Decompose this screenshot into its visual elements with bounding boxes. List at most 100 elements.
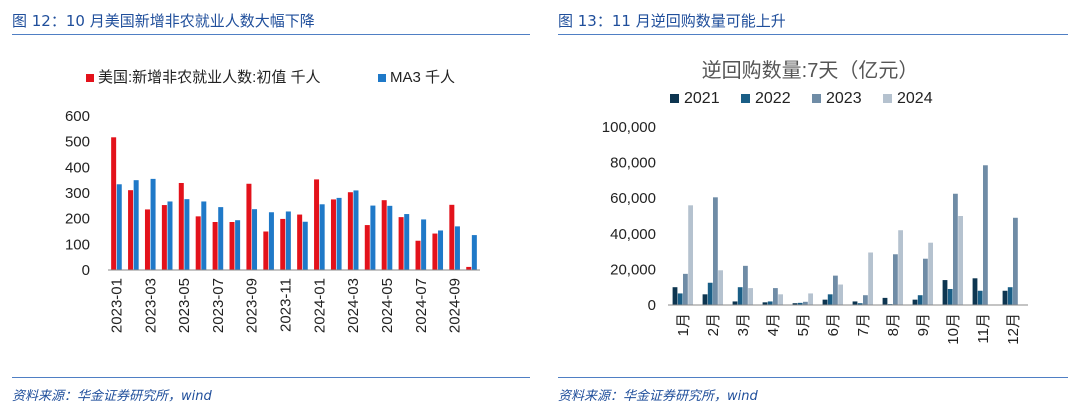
- chart1-bar: [161, 205, 167, 270]
- chart2-bar: [822, 299, 828, 305]
- chart1-bar: [387, 205, 393, 270]
- chart2-bar: [737, 287, 743, 305]
- chart1-bar: [150, 178, 156, 270]
- chart1-bar: [370, 205, 376, 270]
- chart2-bar: [1013, 217, 1018, 305]
- chart1-bar: [432, 233, 438, 270]
- chart2-xtick-label: 2月: [705, 313, 722, 336]
- chart2-xtick-label: 7月: [855, 313, 872, 336]
- chart2-bar: [953, 193, 958, 305]
- chart2-ytick-label: 40,000: [610, 226, 656, 243]
- chart1-bar: [415, 240, 421, 270]
- chart2-bar: [868, 252, 873, 305]
- chart2-bar: [972, 278, 978, 305]
- chart2-legend-label-3: 2024: [897, 90, 933, 107]
- chart2-bar: [797, 302, 803, 305]
- chart2-xtick-label: 10月: [945, 313, 962, 345]
- chart2-bar: [713, 197, 718, 305]
- chart2-bar: [743, 265, 748, 305]
- chart2-heading-rule: [558, 34, 1068, 35]
- chart1-bar: [128, 190, 134, 270]
- chart2-bar: [898, 230, 903, 305]
- chart2-title: 逆回购数量:7天（亿元）: [702, 59, 919, 82]
- chart1-bar: [421, 219, 427, 270]
- chart1-bar: [449, 204, 455, 270]
- chart1-xtick-label: 2023-11: [278, 278, 295, 332]
- chart2-legend-swatch-3: [883, 94, 892, 103]
- chart2-bar: [718, 270, 723, 305]
- chart2-bar: [707, 282, 713, 305]
- chart2-bar: [683, 273, 688, 305]
- chart2-legend-swatch-0: [670, 94, 679, 103]
- chart1-ytick-label: 400: [65, 159, 90, 176]
- chart2-bar: [923, 258, 928, 305]
- chart1-bar: [144, 209, 150, 270]
- chart2-bar: [808, 293, 813, 305]
- chart2-bar: [827, 294, 833, 305]
- chart1-bar: [201, 201, 207, 270]
- chart2-legend-swatch-2: [812, 94, 821, 103]
- chart1-xtick-label: 2023-07: [210, 278, 227, 333]
- chart2-bar: [983, 165, 988, 305]
- chart1-ytick-label: 500: [65, 134, 90, 151]
- chart2-xtick-label: 12月: [1005, 313, 1022, 345]
- chart2-bar: [688, 205, 693, 305]
- chart2-bar: [702, 294, 708, 305]
- chart1-bar: [263, 231, 269, 270]
- chart2-bar: [1002, 290, 1008, 305]
- chart2-bar: [857, 303, 863, 305]
- chart2-legend-label-2: 2023: [826, 90, 862, 107]
- chart2-xtick-label: 3月: [735, 313, 752, 336]
- chart1-bar: [398, 217, 404, 270]
- chart1-xtick-label: 2023-05: [176, 278, 193, 333]
- chart1-footer-rule: [12, 377, 530, 378]
- chart1-bar: [212, 222, 218, 270]
- chart1-legend-label-0: 美国:新增非农就业人数:初值 千人: [98, 69, 321, 86]
- chart2-ytick-label: 20,000: [610, 261, 656, 278]
- chart2-legend-label-1: 2022: [755, 90, 791, 107]
- chart1-bar: [285, 211, 291, 270]
- chart2-bar: [767, 301, 773, 305]
- chart1-bar: [116, 184, 122, 270]
- chart1-bar: [314, 179, 320, 270]
- chart1-source: 资料来源：华金证券研究所，wind: [12, 389, 212, 404]
- chart1-ytick-label: 300: [65, 185, 90, 202]
- chart2-bar: [863, 295, 868, 305]
- chart1-xtick-label: 2023-03: [142, 278, 159, 333]
- chart1-bar: [111, 137, 117, 270]
- chart1-xtick-label: 2023-09: [244, 278, 261, 333]
- chart2-bar: [672, 287, 678, 305]
- chart2-bar: [732, 301, 738, 305]
- chart1-ytick-label: 600: [65, 108, 90, 125]
- chart2-bar: [893, 254, 898, 305]
- chart2-bar: [977, 290, 983, 305]
- chart2-bar: [792, 303, 798, 305]
- chart2-bar: [773, 288, 778, 305]
- chart2-xtick-label: 5月: [795, 313, 812, 336]
- chart2-ytick-label: 0: [648, 297, 656, 314]
- chart1-bar: [336, 197, 342, 270]
- chart1-ytick-label: 200: [65, 211, 90, 228]
- chart1-bar: [178, 182, 184, 270]
- chart2-bar: [882, 297, 888, 305]
- chart1-bar: [381, 200, 387, 270]
- chart2-ytick-label: 80,000: [610, 155, 656, 172]
- chart1-xtick-label: 2024-09: [447, 278, 464, 333]
- chart2-bar: [838, 284, 843, 305]
- chart2-legend-swatch-1: [741, 94, 750, 103]
- chart1-bar: [184, 199, 190, 270]
- chart2-bar: [917, 295, 923, 305]
- chart1-bar: [167, 201, 173, 270]
- chart1-xtick-label: 2023-01: [108, 278, 125, 333]
- chart1-bar: [302, 221, 308, 270]
- chart1-bar: [280, 218, 286, 270]
- chart1-ytick-label: 100: [65, 236, 90, 253]
- chart1-bar: [229, 222, 235, 270]
- chart1-bar: [438, 230, 444, 270]
- chart2-bar: [762, 302, 768, 305]
- chart1-xtick-label: 2024-01: [311, 278, 328, 333]
- chart2-ytick-label: 60,000: [610, 190, 656, 207]
- chart1-bar: [471, 235, 477, 270]
- chart2-xtick-label: 1月: [675, 313, 692, 336]
- chart1-legend-swatch-1: [378, 74, 386, 82]
